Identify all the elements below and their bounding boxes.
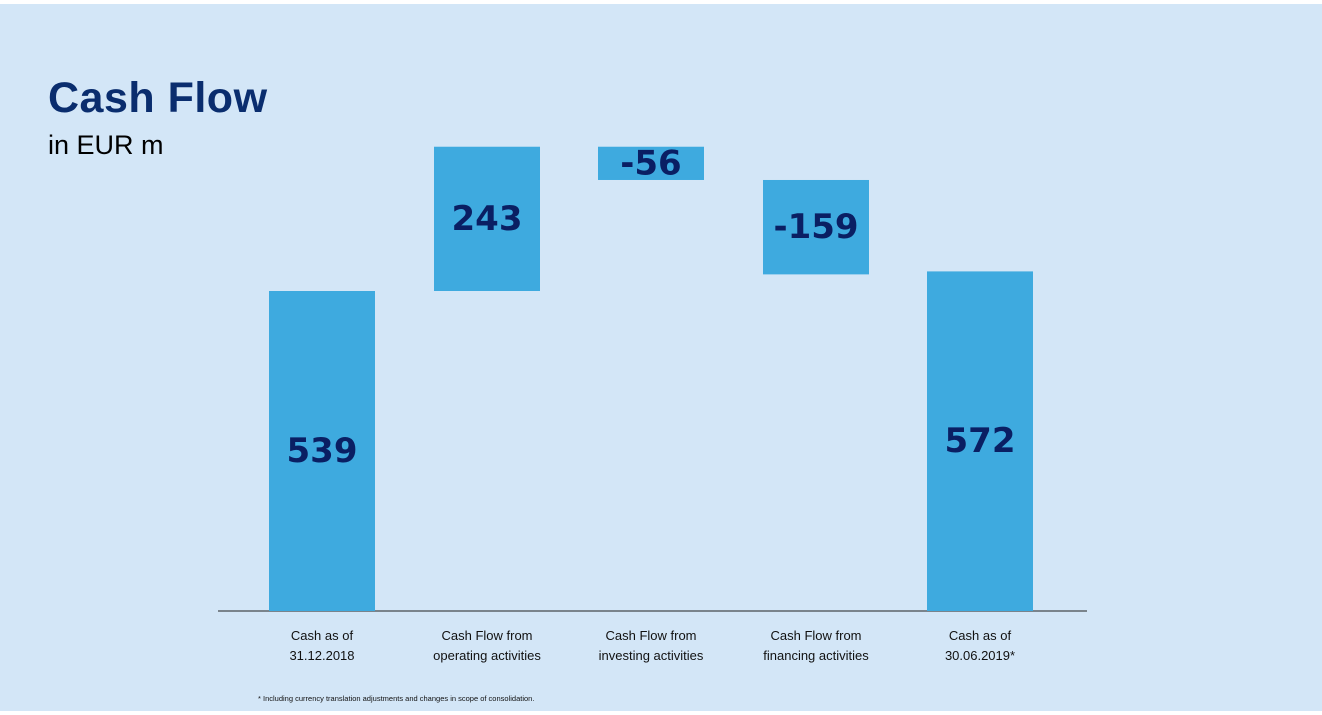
- value-label-2: -56: [620, 143, 681, 183]
- chart-title: Cash Flow: [48, 74, 268, 122]
- category-label-0: Cash as of 31.12.2018: [237, 626, 407, 666]
- bar-4: [927, 271, 1033, 611]
- category-label-4: Cash as of 30.06.2019*: [895, 626, 1065, 666]
- value-label-0: 539: [287, 431, 358, 471]
- value-label-1: 243: [452, 199, 523, 239]
- category-label-line: Cash as of: [948, 628, 1012, 643]
- slide-background: Cash Flow in EUR m: [0, 4, 1322, 711]
- category-label-line: Cash Flow from: [441, 628, 533, 643]
- bar-1: [434, 146, 540, 291]
- category-label-line: operating activities: [433, 648, 541, 663]
- category-label-line: 30.06.2019*: [944, 648, 1016, 663]
- value-label-3: -159: [773, 207, 858, 247]
- category-label-line: 31.12.2018: [289, 648, 355, 663]
- category-label-line: Cash Flow from: [605, 628, 697, 643]
- bar-0: [269, 291, 375, 611]
- category-label-line: financing activities: [763, 648, 869, 663]
- bar-2: [598, 146, 704, 180]
- value-label-4: 572: [945, 421, 1016, 461]
- chart-subtitle: in EUR m: [48, 130, 164, 160]
- category-label-line: Cash as of: [290, 628, 354, 643]
- category-label-1: Cash Flow from operating activities: [402, 626, 572, 666]
- bar-3: [763, 179, 869, 275]
- category-label-2: Cash Flow from investing activities: [566, 626, 736, 666]
- category-label-3: Cash Flow from financing activities: [731, 626, 901, 666]
- footnote: * Including currency translation adjustm…: [258, 694, 535, 703]
- category-label-line: investing activities: [598, 648, 704, 663]
- category-label-line: Cash Flow from: [770, 628, 862, 643]
